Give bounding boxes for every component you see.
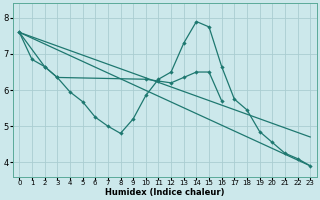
X-axis label: Humidex (Indice chaleur): Humidex (Indice chaleur) [105,188,225,197]
